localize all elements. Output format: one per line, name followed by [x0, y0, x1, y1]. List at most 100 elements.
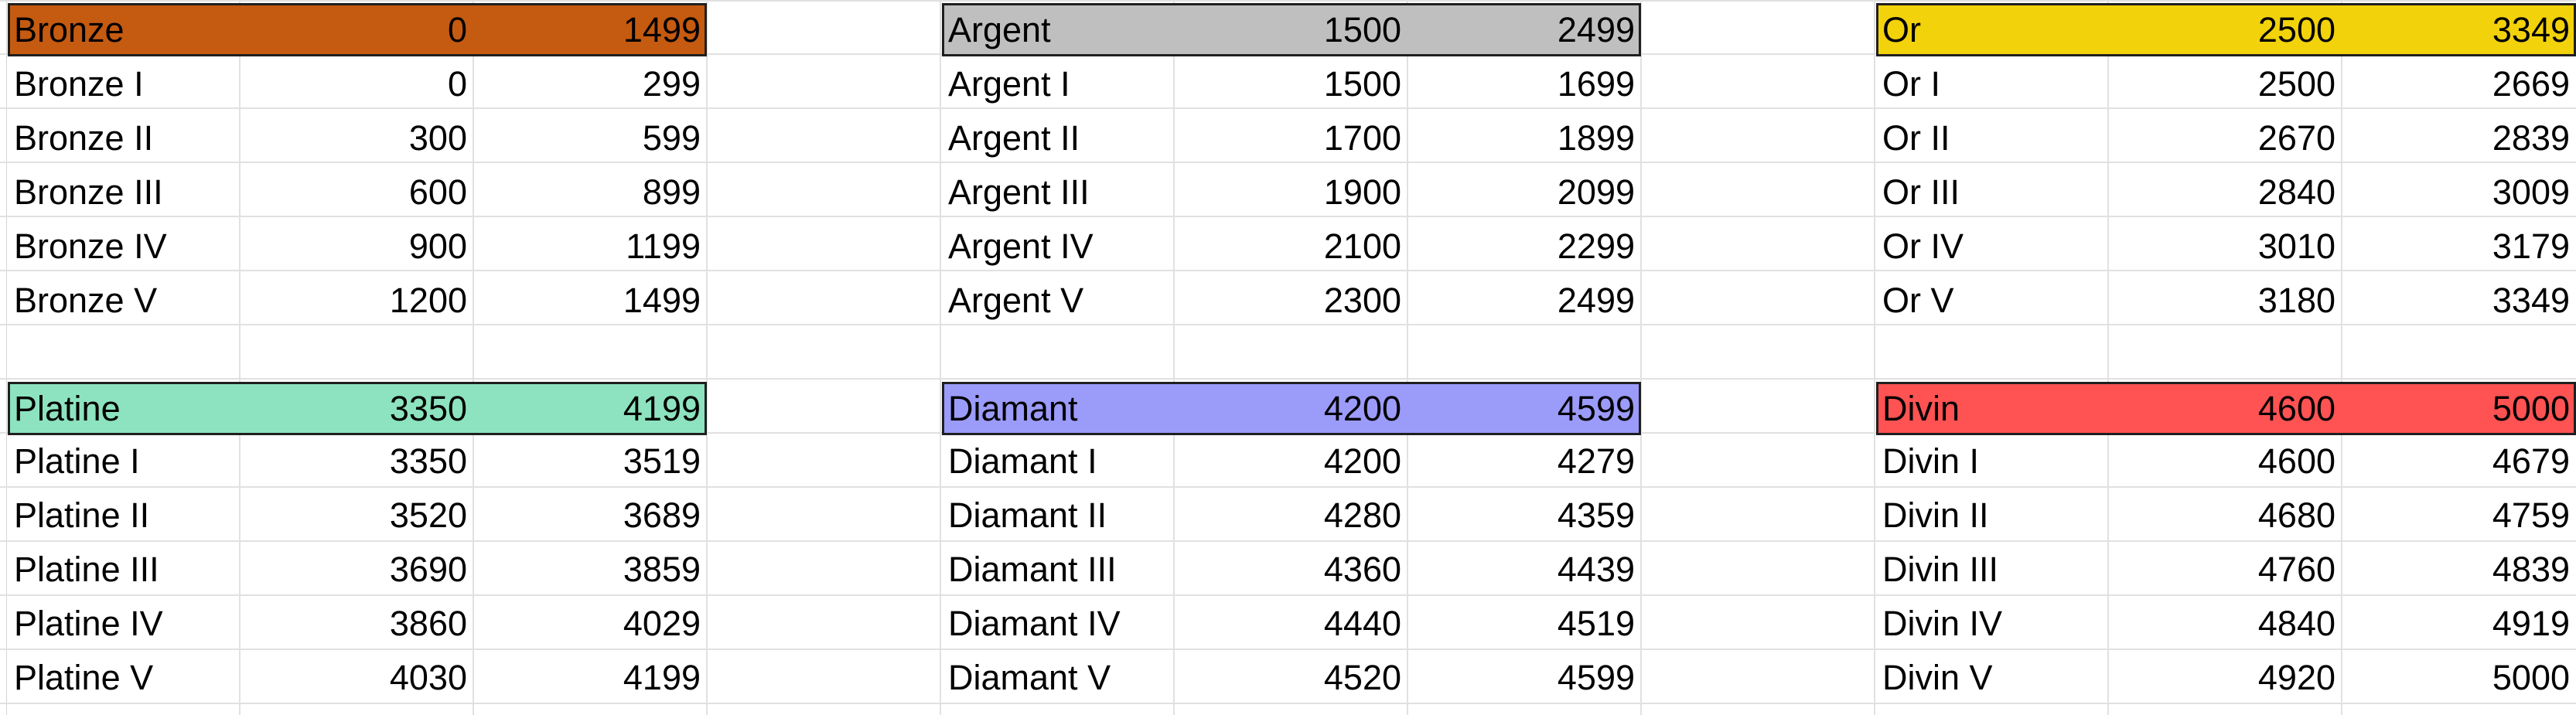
division-min-cell[interactable]: 4920 [2257, 658, 2335, 697]
division-min-cell[interactable]: 3520 [389, 495, 467, 535]
division-max-cell[interactable]: 2299 [1557, 226, 1635, 266]
division-name-cell[interactable]: Bronze V [14, 281, 158, 320]
division-max-cell[interactable]: 4519 [1557, 604, 1635, 643]
division-min-cell[interactable]: 3010 [2257, 226, 2335, 266]
tier-name-cell[interactable]: Divin [1882, 389, 1960, 428]
division-name-cell[interactable]: Diamant II [948, 495, 1107, 535]
division-max-cell[interactable]: 4359 [1557, 495, 1635, 535]
tier-min-cell[interactable]: 4200 [1323, 389, 1401, 428]
tier-max-cell[interactable]: 3349 [2492, 10, 2570, 49]
division-min-cell[interactable]: 0 [447, 64, 467, 104]
division-min-cell[interactable]: 900 [408, 226, 467, 266]
division-name-cell[interactable]: Argent I [948, 64, 1070, 104]
tier-max-cell[interactable]: 4199 [623, 389, 701, 428]
division-min-cell[interactable]: 3180 [2257, 281, 2335, 320]
division-max-cell[interactable]: 4199 [623, 658, 701, 697]
division-max-cell[interactable]: 1899 [1557, 118, 1635, 158]
division-name-cell[interactable]: Platine I [14, 441, 140, 481]
division-min-cell[interactable]: 4520 [1323, 658, 1401, 697]
division-name-cell[interactable]: Or V [1882, 281, 1954, 320]
division-name-cell[interactable]: Platine V [14, 658, 154, 697]
division-min-cell[interactable]: 4360 [1323, 550, 1401, 589]
division-min-cell[interactable]: 4680 [2257, 495, 2335, 535]
division-min-cell[interactable]: 600 [408, 172, 467, 212]
division-max-cell[interactable]: 4279 [1557, 441, 1635, 481]
division-max-cell[interactable]: 1199 [626, 226, 701, 266]
division-name-cell[interactable]: Diamant III [948, 550, 1117, 589]
division-max-cell[interactable]: 1699 [1557, 64, 1635, 104]
division-min-cell[interactable]: 2840 [2257, 172, 2335, 212]
division-name-cell[interactable]: Diamant V [948, 658, 1111, 697]
division-name-cell[interactable]: Divin II [1882, 495, 1989, 535]
division-min-cell[interactable]: 1700 [1323, 118, 1401, 158]
division-max-cell[interactable]: 4839 [2492, 550, 2570, 589]
division-max-cell[interactable]: 899 [642, 172, 701, 212]
tier-name-cell[interactable]: Bronze [14, 10, 125, 49]
division-max-cell[interactable]: 4439 [1557, 550, 1635, 589]
division-min-cell[interactable]: 4440 [1323, 604, 1401, 643]
division-min-cell[interactable]: 3350 [389, 441, 467, 481]
tier-min-cell[interactable]: 1500 [1323, 10, 1401, 49]
division-max-cell[interactable]: 599 [642, 118, 701, 158]
tier-name-cell[interactable]: Argent [948, 10, 1051, 49]
division-max-cell[interactable]: 5000 [2492, 658, 2570, 697]
division-name-cell[interactable]: Argent II [948, 118, 1080, 158]
tier-max-cell[interactable]: 5000 [2492, 389, 2570, 428]
division-name-cell[interactable]: Or II [1882, 118, 1950, 158]
division-min-cell[interactable]: 4200 [1323, 441, 1401, 481]
division-max-cell[interactable]: 3349 [2492, 281, 2570, 320]
division-max-cell[interactable]: 4919 [2492, 604, 2570, 643]
division-name-cell[interactable]: Divin III [1882, 550, 1999, 589]
division-min-cell[interactable]: 4840 [2257, 604, 2335, 643]
division-max-cell[interactable]: 3179 [2492, 226, 2570, 266]
division-max-cell[interactable]: 3519 [623, 441, 701, 481]
tier-min-cell[interactable]: 3350 [389, 389, 467, 428]
division-name-cell[interactable]: Platine IV [14, 604, 163, 643]
division-min-cell[interactable]: 1900 [1323, 172, 1401, 212]
division-max-cell[interactable]: 3859 [623, 550, 701, 589]
division-max-cell[interactable]: 4759 [2492, 495, 2570, 535]
division-name-cell[interactable]: Divin I [1882, 441, 1980, 481]
division-name-cell[interactable]: Bronze III [14, 172, 163, 212]
division-name-cell[interactable]: Bronze II [14, 118, 154, 158]
division-name-cell[interactable]: Or III [1882, 172, 1960, 212]
tier-min-cell[interactable]: 4600 [2257, 389, 2335, 428]
tier-max-cell[interactable]: 4599 [1557, 389, 1635, 428]
division-name-cell[interactable]: Diamant I [948, 441, 1097, 481]
division-min-cell[interactable]: 1200 [389, 281, 467, 320]
division-min-cell[interactable]: 2100 [1323, 226, 1401, 266]
tier-name-cell[interactable]: Diamant [948, 389, 1078, 428]
tier-min-cell[interactable]: 2500 [2257, 10, 2335, 49]
division-name-cell[interactable]: Divin V [1882, 658, 1993, 697]
division-min-cell[interactable]: 1500 [1323, 64, 1401, 104]
division-name-cell[interactable]: Diamant IV [948, 604, 1121, 643]
tier-name-cell[interactable]: Or [1882, 10, 1921, 49]
tier-max-cell[interactable]: 1499 [623, 10, 701, 49]
division-min-cell[interactable]: 4760 [2257, 550, 2335, 589]
division-min-cell[interactable]: 4600 [2257, 441, 2335, 481]
division-name-cell[interactable]: Platine III [14, 550, 159, 589]
division-max-cell[interactable]: 2669 [2492, 64, 2570, 104]
division-max-cell[interactable]: 4029 [623, 604, 701, 643]
division-name-cell[interactable]: Or I [1882, 64, 1940, 104]
division-name-cell[interactable]: Or IV [1882, 226, 1964, 266]
tier-name-cell[interactable]: Platine [14, 389, 121, 428]
division-max-cell[interactable]: 2499 [1557, 281, 1635, 320]
division-name-cell[interactable]: Bronze I [14, 64, 144, 104]
tier-max-cell[interactable]: 2499 [1557, 10, 1635, 49]
division-max-cell[interactable]: 299 [642, 64, 701, 104]
division-name-cell[interactable]: Bronze IV [14, 226, 167, 266]
division-min-cell[interactable]: 2670 [2257, 118, 2335, 158]
division-max-cell[interactable]: 4599 [1557, 658, 1635, 697]
division-min-cell[interactable]: 300 [408, 118, 467, 158]
division-min-cell[interactable]: 2300 [1323, 281, 1401, 320]
division-max-cell[interactable]: 3689 [623, 495, 701, 535]
division-max-cell[interactable]: 3009 [2492, 172, 2570, 212]
division-min-cell[interactable]: 4280 [1323, 495, 1401, 535]
division-name-cell[interactable]: Argent III [948, 172, 1090, 212]
division-name-cell[interactable]: Argent V [948, 281, 1084, 320]
division-max-cell[interactable]: 2839 [2492, 118, 2570, 158]
division-min-cell[interactable]: 3690 [389, 550, 467, 589]
division-min-cell[interactable]: 3860 [389, 604, 467, 643]
division-min-cell[interactable]: 4030 [389, 658, 467, 697]
